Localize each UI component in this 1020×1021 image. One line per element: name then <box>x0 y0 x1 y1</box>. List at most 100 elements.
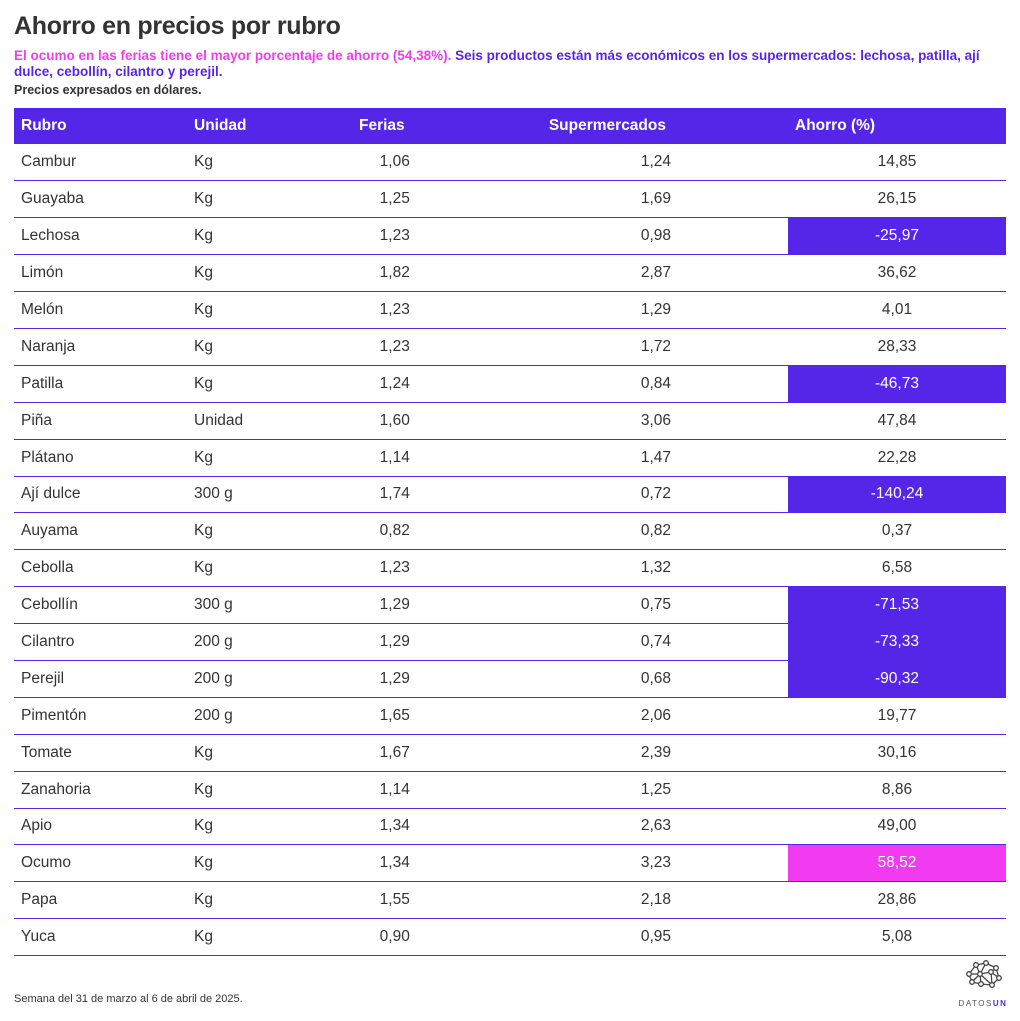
cell-supermercados: 3,06 <box>481 402 788 440</box>
cell-rubro: Tomate <box>14 734 187 772</box>
header-unidad: Unidad <box>187 108 307 144</box>
logo-text: DATOSUN <box>958 999 1008 1008</box>
cell-unidad: Kg <box>187 549 307 588</box>
cell-unidad: Kg <box>187 881 307 920</box>
cell-ahorro: 0,37 <box>788 512 1006 551</box>
table-row: Pimentón 200 g 1,65 2,06 19,77 <box>14 697 1006 735</box>
cell-supermercados: 1,32 <box>481 549 788 588</box>
cell-ferias: 1,34 <box>307 808 482 846</box>
cell-ahorro: -71,53 <box>788 586 1006 625</box>
cell-rubro: Cilantro <box>14 623 187 661</box>
cell-supermercados: 1,24 <box>481 144 788 182</box>
cell-supermercados: 1,69 <box>481 180 788 219</box>
cell-ferias: 0,90 <box>307 918 482 957</box>
cell-ferias: 1,25 <box>307 180 482 219</box>
cell-ahorro: 14,85 <box>788 144 1006 182</box>
cell-ahorro: -25,97 <box>788 217 1006 256</box>
cell-supermercados: 1,47 <box>481 439 788 477</box>
header-rubro: Rubro <box>14 108 187 144</box>
cell-unidad: Unidad <box>187 402 307 440</box>
cell-supermercados: 2,06 <box>481 697 788 735</box>
cell-unidad: Kg <box>187 291 307 329</box>
cell-rubro: Perejil <box>14 660 187 698</box>
cell-supermercados: 1,29 <box>481 291 788 329</box>
cell-ferias: 1,82 <box>307 254 482 293</box>
table-row: Naranja Kg 1,23 1,72 28,33 <box>14 328 1006 366</box>
cell-ahorro: 28,86 <box>788 881 1006 920</box>
cell-ferias: 1,67 <box>307 734 482 772</box>
cell-supermercados: 2,18 <box>481 881 788 920</box>
cell-ferias: 1,29 <box>307 623 482 661</box>
footer-date: Semana del 31 de marzo al 6 de abril de … <box>14 993 243 1005</box>
cell-ahorro: 6,58 <box>788 549 1006 588</box>
price-table: Rubro Unidad Ferias Supermercados Ahorro… <box>14 108 1006 957</box>
header-supermercados: Supermercados <box>481 108 788 144</box>
cell-unidad: Kg <box>187 808 307 846</box>
cell-rubro: Cebollín <box>14 586 187 625</box>
header-ferias: Ferias <box>307 108 482 144</box>
cell-unidad: Kg <box>187 512 307 551</box>
cell-supermercados: 2,63 <box>481 808 788 846</box>
cell-ferias: 1,23 <box>307 549 482 588</box>
cell-unidad: Kg <box>187 254 307 293</box>
cell-unidad: 300 g <box>187 586 307 625</box>
cell-rubro: Cebolla <box>14 549 187 588</box>
cell-ferias: 1,29 <box>307 586 482 625</box>
cell-unidad: 200 g <box>187 660 307 698</box>
cell-ferias: 1,74 <box>307 476 482 514</box>
cell-unidad: Kg <box>187 439 307 477</box>
cell-ahorro: 28,33 <box>788 328 1006 366</box>
cell-supermercados: 2,39 <box>481 734 788 772</box>
cell-supermercados: 0,82 <box>481 512 788 551</box>
cell-unidad: Kg <box>187 918 307 957</box>
table-row: Cebolla Kg 1,23 1,32 6,58 <box>14 549 1006 588</box>
cell-unidad: Kg <box>187 144 307 182</box>
cell-supermercados: 0,75 <box>481 586 788 625</box>
cell-rubro: Yuca <box>14 918 187 957</box>
table-row: Guayaba Kg 1,25 1,69 26,15 <box>14 180 1006 219</box>
table-row: Cilantro 200 g 1,29 0,74 -73,33 <box>14 623 1006 661</box>
table-row: Ají dulce 300 g 1,74 0,72 -140,24 <box>14 476 1006 514</box>
cell-rubro: Limón <box>14 254 187 293</box>
cell-supermercados: 0,72 <box>481 476 788 514</box>
table-row: Papa Kg 1,55 2,18 28,86 <box>14 881 1006 920</box>
table-row: Apio Kg 1,34 2,63 49,00 <box>14 808 1006 846</box>
cell-rubro: Apio <box>14 808 187 846</box>
cell-rubro: Piña <box>14 402 187 440</box>
cell-unidad: 200 g <box>187 697 307 735</box>
cell-ferias: 1,34 <box>307 844 482 883</box>
cell-ahorro: 36,62 <box>788 254 1006 293</box>
cell-ahorro: -46,73 <box>788 365 1006 403</box>
table-row: Auyama Kg 0,82 0,82 0,37 <box>14 512 1006 551</box>
cell-ahorro: -90,32 <box>788 660 1006 698</box>
cell-ahorro: -140,24 <box>788 476 1006 514</box>
cell-ahorro: 49,00 <box>788 808 1006 846</box>
table-row: Perejil 200 g 1,29 0,68 -90,32 <box>14 660 1006 698</box>
cell-unidad: Kg <box>187 734 307 772</box>
cell-ferias: 1,14 <box>307 771 482 809</box>
table-row: Melón Kg 1,23 1,29 4,01 <box>14 291 1006 329</box>
cell-ferias: 1,14 <box>307 439 482 477</box>
cell-rubro: Auyama <box>14 512 187 551</box>
cell-ferias: 0,82 <box>307 512 482 551</box>
cell-ahorro: 4,01 <box>788 291 1006 329</box>
cell-ahorro: 58,52 <box>788 844 1006 883</box>
cell-ferias: 1,65 <box>307 697 482 735</box>
cell-rubro: Naranja <box>14 328 187 366</box>
page-title: Ahorro en precios por rubro <box>14 12 341 40</box>
cell-unidad: Kg <box>187 217 307 256</box>
table-row: Cambur Kg 1,06 1,24 14,85 <box>14 144 1006 182</box>
cell-ferias: 1,23 <box>307 217 482 256</box>
cell-ferias: 1,23 <box>307 291 482 329</box>
cell-rubro: Zanahoria <box>14 771 187 809</box>
cell-rubro: Cambur <box>14 144 187 182</box>
cell-unidad: 200 g <box>187 623 307 661</box>
table-row: Plátano Kg 1,14 1,47 22,28 <box>14 439 1006 477</box>
table-row: Yuca Kg 0,90 0,95 5,08 <box>14 918 1006 957</box>
cell-supermercados: 0,95 <box>481 918 788 957</box>
table-row: Patilla Kg 1,24 0,84 -46,73 <box>14 365 1006 403</box>
cell-rubro: Papa <box>14 881 187 920</box>
cell-supermercados: 1,72 <box>481 328 788 366</box>
cell-unidad: Kg <box>187 771 307 809</box>
cell-ferias: 1,24 <box>307 365 482 403</box>
